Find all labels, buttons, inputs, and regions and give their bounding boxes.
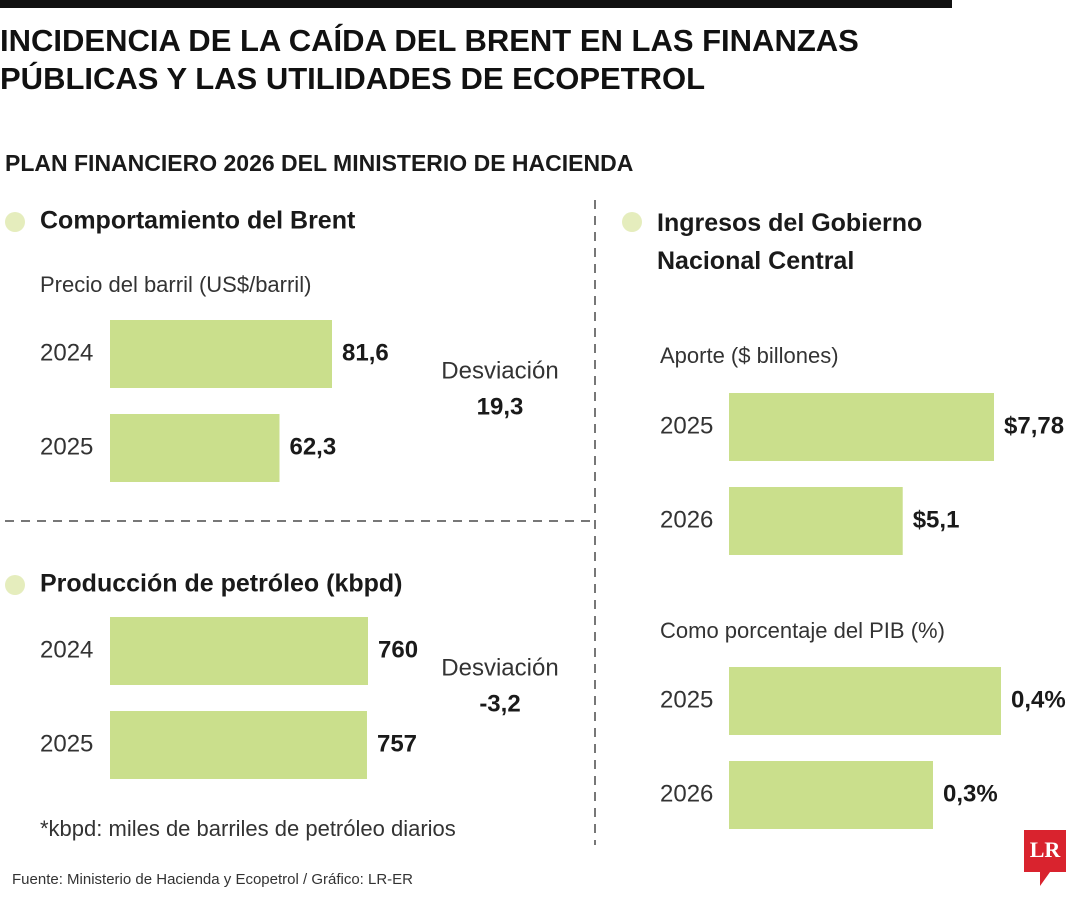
- logo-mark: [1024, 830, 1066, 886]
- logo: LR: [1024, 830, 1066, 886]
- section-title-box: Ingresos del Gobierno Nacional Central: [657, 209, 923, 275]
- bar: [110, 320, 332, 388]
- bar: [729, 487, 903, 555]
- bar: [729, 761, 933, 829]
- value-label: $7,78: [1004, 412, 1064, 439]
- value-label: 0,3%: [943, 780, 998, 807]
- chart-subtitle: Aporte ($ billones): [660, 343, 839, 368]
- deviation-label: Desviación: [441, 357, 558, 384]
- value-label: 81,6: [342, 339, 389, 366]
- chart-title: INCIDENCIA DE LA CAÍDA DEL BRENT EN LAS …: [0, 23, 859, 96]
- logo-text: LR: [1030, 837, 1062, 862]
- section-title: Producción de petróleo (kbpd): [40, 570, 403, 598]
- category-label: 2025: [660, 412, 713, 439]
- title-box: INCIDENCIA DE LA CAÍDA DEL BRENT EN LAS …: [0, 23, 859, 96]
- value-label: 757: [377, 730, 417, 757]
- value-label: 760: [378, 636, 418, 663]
- bar: [729, 667, 1001, 735]
- footnote: *kbpd: miles de barriles de petróleo dia…: [40, 816, 456, 841]
- category-label: 2025: [660, 686, 713, 713]
- deviation-label: Desviación: [441, 654, 558, 681]
- deviation-value: 19,3: [477, 393, 524, 420]
- value-label: 62,3: [289, 433, 336, 460]
- subtitle: PLAN FINANCIERO 2026 DEL MINISTERIO DE H…: [5, 150, 633, 176]
- category-label: 2026: [660, 780, 713, 807]
- category-label: 2024: [40, 339, 93, 366]
- section-title: Ingresos del Gobierno Nacional Central: [657, 209, 923, 275]
- bullet: [622, 212, 642, 232]
- section-title: Comportamiento del Brent: [40, 207, 356, 235]
- bar: [729, 393, 994, 461]
- value-label: $5,1: [913, 506, 960, 533]
- bullet: [5, 575, 25, 595]
- category-label: 2025: [40, 433, 93, 460]
- chart-subtitle: Precio del barril (US$/barril): [40, 272, 311, 297]
- bar: [110, 711, 367, 779]
- category-label: 2026: [660, 506, 713, 533]
- source: Fuente: Ministerio de Hacienda y Ecopetr…: [12, 871, 413, 888]
- bullet: [5, 212, 25, 232]
- top-rule: [0, 0, 952, 8]
- bar: [110, 617, 368, 685]
- deviation-value: -3,2: [479, 690, 520, 717]
- category-label: 2024: [40, 636, 93, 663]
- category-label: 2025: [40, 730, 93, 757]
- value-label: 0,4%: [1011, 686, 1066, 713]
- chart-subtitle: Como porcentaje del PIB (%): [660, 618, 945, 643]
- bar: [110, 414, 280, 482]
